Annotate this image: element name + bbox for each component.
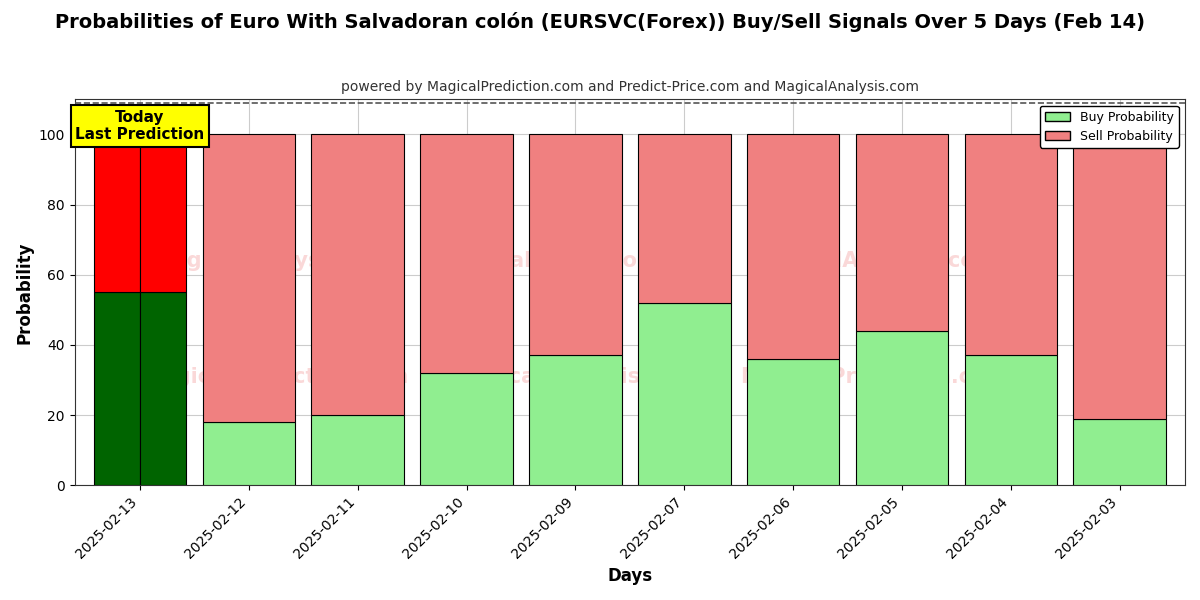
Text: Today
Last Prediction: Today Last Prediction bbox=[76, 110, 204, 142]
Bar bbox=[529, 134, 622, 355]
Bar bbox=[312, 134, 404, 415]
Bar bbox=[203, 134, 295, 422]
Bar bbox=[529, 355, 622, 485]
Bar bbox=[94, 134, 140, 292]
Bar bbox=[140, 292, 186, 485]
Text: MagicalPrediction.com: MagicalPrediction.com bbox=[740, 367, 1008, 387]
Y-axis label: Probability: Probability bbox=[16, 241, 34, 344]
Bar bbox=[203, 422, 295, 485]
Bar bbox=[420, 373, 512, 485]
Text: MagicalAnalysis.com: MagicalAnalysis.com bbox=[152, 251, 397, 271]
Bar bbox=[1074, 134, 1166, 419]
Text: Probabilities of Euro With Salvadoran colón (EURSVC(Forex)) Buy/Sell Signals Ove: Probabilities of Euro With Salvadoran co… bbox=[55, 12, 1145, 32]
Text: MagicalPrediction.com: MagicalPrediction.com bbox=[140, 367, 408, 387]
Bar bbox=[638, 303, 731, 485]
Bar bbox=[94, 292, 140, 485]
Text: MagicalAnalysis.com: MagicalAnalysis.com bbox=[752, 251, 996, 271]
Bar bbox=[420, 134, 512, 373]
Bar bbox=[638, 134, 731, 303]
Bar bbox=[746, 359, 839, 485]
Bar bbox=[312, 415, 404, 485]
Text: MagicalAnalysis.com: MagicalAnalysis.com bbox=[452, 367, 696, 387]
Bar bbox=[746, 134, 839, 359]
Text: MagicalPrediction.com: MagicalPrediction.com bbox=[440, 251, 708, 271]
Bar bbox=[856, 134, 948, 331]
Bar bbox=[856, 331, 948, 485]
Bar bbox=[965, 134, 1057, 355]
Legend: Buy Probability, Sell Probability: Buy Probability, Sell Probability bbox=[1040, 106, 1178, 148]
Bar bbox=[965, 355, 1057, 485]
Bar bbox=[1074, 419, 1166, 485]
Title: powered by MagicalPrediction.com and Predict-Price.com and MagicalAnalysis.com: powered by MagicalPrediction.com and Pre… bbox=[341, 80, 919, 94]
X-axis label: Days: Days bbox=[607, 567, 653, 585]
Bar bbox=[140, 134, 186, 292]
